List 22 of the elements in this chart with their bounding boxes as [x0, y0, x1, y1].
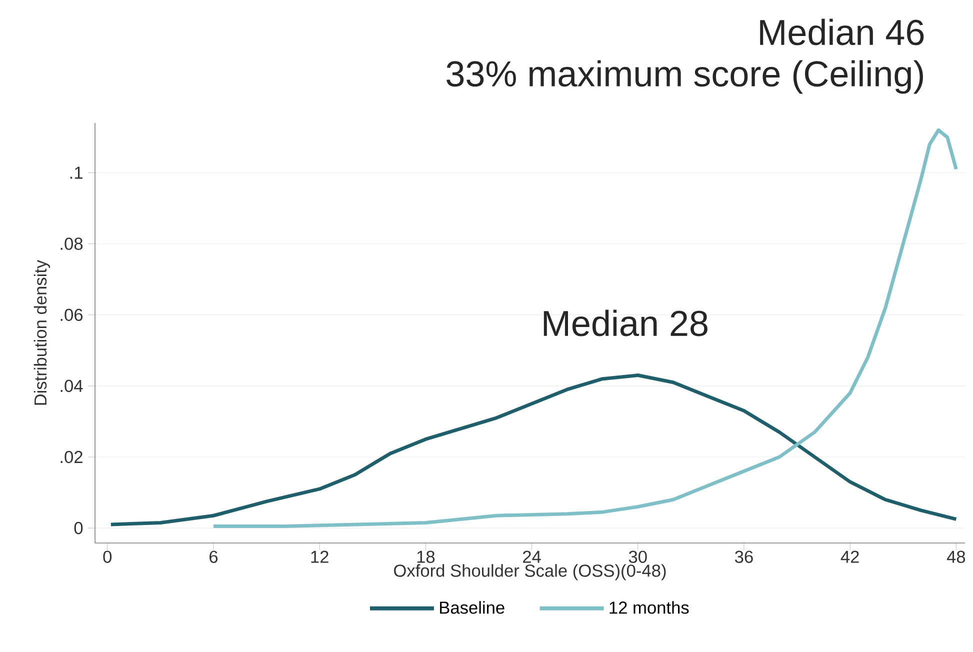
- x-tick-label: 30: [628, 550, 647, 563]
- annotation: Median 28: [544, 310, 708, 336]
- y-axis-title: Distribution density: [34, 260, 50, 405]
- legend-label: 12 months: [610, 601, 689, 614]
- x-tick-label: 12: [311, 550, 328, 563]
- x-axis-title: Oxford Shoulder Scale (OSS)(0-48): [394, 564, 666, 580]
- y-tick-label: .02: [60, 450, 82, 464]
- y-tick-label: .04: [60, 380, 83, 392]
- y-tick-label: .08: [60, 238, 83, 250]
- text: Median 46: [760, 18, 924, 46]
- x-tick-label: 48: [946, 550, 966, 563]
- legend-label: Baseline: [440, 601, 504, 614]
- x-tick-label: 42: [840, 550, 859, 563]
- text: 33% maximum score (Ceiling): [446, 60, 923, 94]
- y-tick-label: 0: [74, 522, 83, 534]
- x-tick-label: 6: [210, 550, 218, 563]
- x-tick-label: 18: [417, 550, 435, 563]
- x-tick-label: 36: [735, 550, 753, 563]
- y-tick-label: .06: [60, 308, 83, 321]
- y-tick-label: .1: [70, 166, 82, 179]
- x-tick-label: 24: [523, 550, 541, 563]
- x-tick-label: 0: [103, 550, 112, 563]
